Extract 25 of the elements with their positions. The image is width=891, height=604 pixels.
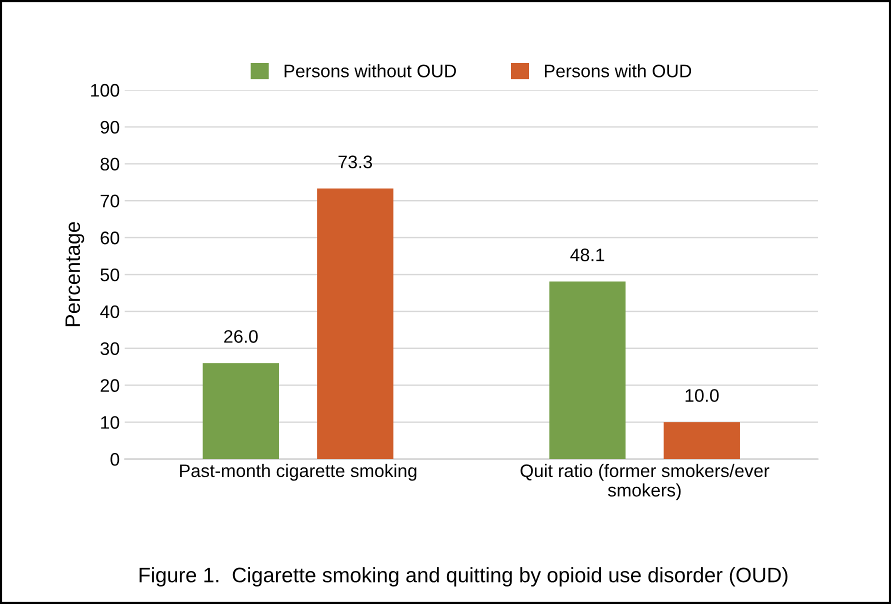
y-tick-label: 70 — [100, 194, 120, 208]
bar — [549, 282, 626, 460]
y-tick-label: 30 — [100, 342, 120, 356]
y-tick-label: 20 — [100, 379, 120, 392]
x-tick-label: Past-month cigarette smoking — [180, 464, 416, 481]
bar — [664, 422, 740, 460]
y-tick-label: 100 — [91, 84, 120, 97]
y-tick-label: 90 — [100, 120, 120, 134]
bar — [317, 188, 394, 460]
y-tick-label: 10 — [101, 416, 120, 429]
data-label: 73.3 — [338, 156, 372, 168]
y-tick-label: 40 — [100, 305, 120, 318]
data-label: 26.0 — [224, 330, 258, 343]
y-axis-title: Percentage — [66, 222, 84, 326]
y-tick-label: 0 — [110, 452, 120, 466]
text: Figure 1. Cigarette smoking and quitting by opioid use disorder (OUD) — [140, 567, 788, 587]
data-label: 48.1 — [570, 248, 604, 262]
legend-label: Persons without OUD — [284, 64, 456, 78]
x-tick-label: Quit ratio (former smokers/ever smokers) — [520, 464, 770, 500]
y-tick-label: 50 — [100, 268, 120, 282]
bar — [202, 363, 279, 460]
y-tick-label: 80 — [100, 158, 120, 171]
legend-label: Persons with OUD — [544, 64, 692, 78]
data-label: 10.0 — [686, 389, 719, 402]
y-tick-label: 60 — [100, 232, 120, 244]
